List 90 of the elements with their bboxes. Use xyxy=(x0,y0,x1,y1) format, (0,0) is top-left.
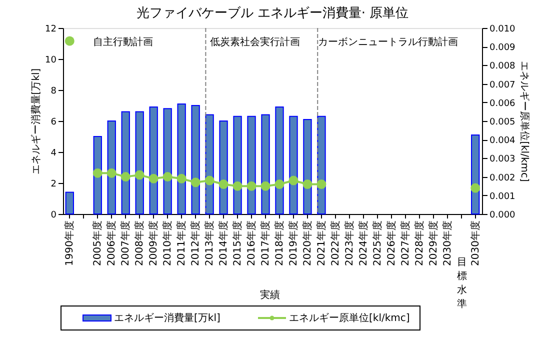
point xyxy=(106,168,116,178)
annotation: カーボンニュートラル行動計画 xyxy=(318,36,458,48)
bar xyxy=(65,192,74,214)
x-tick-label: 2021年度 xyxy=(315,220,328,266)
x-tick-label: 1990年度 xyxy=(64,220,76,266)
bar xyxy=(247,116,256,214)
x-tick-label: 2015年度 xyxy=(232,220,244,266)
x-tick-label: 2011年度 xyxy=(176,220,188,266)
x-tick-label: 2005年度 xyxy=(92,220,104,266)
chart-title: 光ファイバケーブル エネルギー消費量· 原単位 xyxy=(136,6,409,21)
text: 実績 xyxy=(260,289,280,301)
x-tick-label: 2025年度 xyxy=(371,220,384,266)
y2-tick-label: 0.006 xyxy=(490,98,516,109)
y2-tick-label: 0.010 xyxy=(490,24,516,34)
bar xyxy=(177,103,186,214)
y2-tick-label: 0.005 xyxy=(490,118,516,128)
x-tick-label: 2026年度 xyxy=(385,220,398,266)
y2-axis-title: エネルギー原単位[kl/kmc] xyxy=(518,61,530,182)
y2-tick-label: 0.001 xyxy=(490,192,516,202)
annotation: 自主行動計画 xyxy=(93,36,153,48)
bar xyxy=(149,106,158,214)
point xyxy=(316,180,326,189)
x-tick-label: 2012年度 xyxy=(190,220,202,266)
x-tick-label: 2010年度 xyxy=(162,220,174,266)
bar xyxy=(261,114,270,214)
point xyxy=(64,36,74,46)
x-tick-label: 2030年度 xyxy=(441,220,454,266)
y2-tick-label: 0.009 xyxy=(490,43,516,54)
x-tick-label: 2019年度 xyxy=(287,220,300,266)
point xyxy=(274,180,284,189)
x-tick-label: 2023年度 xyxy=(343,220,356,266)
y2-tick-label: 0.002 xyxy=(490,173,516,184)
y2-tick-label: 0.004 xyxy=(490,136,516,146)
x-tick-label: 2027年度 xyxy=(399,220,412,266)
y-tick-label: 2 xyxy=(50,180,56,190)
point xyxy=(232,181,242,191)
bar xyxy=(107,120,116,214)
x-tick-label: 2009年度 xyxy=(148,220,160,266)
y2-tick-label: 0.007 xyxy=(490,80,516,90)
bar xyxy=(219,120,228,214)
x-tick-label: 2020年度 xyxy=(301,220,314,266)
x-tick-label: 2029年度 xyxy=(427,220,440,266)
x-tick-label: 2014年度 xyxy=(218,220,230,266)
bar xyxy=(289,116,298,214)
legend-label: エネルギー消費量[万kl] xyxy=(114,312,220,324)
bar xyxy=(275,106,284,214)
y-tick-label: 0 xyxy=(50,210,57,220)
point xyxy=(120,172,130,182)
text: 目標水準 xyxy=(457,257,467,310)
point xyxy=(92,168,102,178)
point xyxy=(246,181,256,191)
point xyxy=(176,174,186,184)
x-tick-label: 2007年度 xyxy=(120,220,132,266)
x-tick-label: 2018年度 xyxy=(273,220,286,266)
x-tick-label: 2022年度 xyxy=(329,220,342,266)
point xyxy=(288,176,298,186)
y2-tick-label: 0.008 xyxy=(490,62,516,72)
y-tick-label: 12 xyxy=(45,24,56,34)
y2-tick-label: 0.000 xyxy=(490,210,516,220)
y2-tick-label: 0.003 xyxy=(490,154,516,165)
y-axis-title: エネルギー消費量[万kl] xyxy=(30,68,42,175)
x-tick-label: 2013年度 xyxy=(204,220,216,266)
point xyxy=(134,170,144,180)
x-tick-label: 2024年度 xyxy=(357,220,370,266)
bar xyxy=(163,108,172,214)
y-tick-label: 6 xyxy=(50,118,57,128)
point xyxy=(204,176,214,186)
bar xyxy=(303,118,312,214)
bar xyxy=(191,105,200,214)
y-tick-label: 4 xyxy=(50,148,57,158)
legend-label: エネルギー原単位[kl/kmc] xyxy=(289,312,410,324)
point xyxy=(218,180,228,189)
bar xyxy=(135,111,144,214)
y-tick-label: 8 xyxy=(50,86,57,96)
point xyxy=(190,178,200,188)
annotation: 低炭素社会実行計画 xyxy=(210,36,300,48)
x-tick-label: 2017年度 xyxy=(260,220,272,266)
bar xyxy=(233,116,242,214)
x-tick-label: 2030年度 xyxy=(469,220,482,266)
point xyxy=(470,183,480,193)
x-tick-label: 2008年度 xyxy=(134,220,146,266)
point xyxy=(148,174,158,184)
x-tick-label: 2016年度 xyxy=(246,220,258,266)
point xyxy=(162,172,172,182)
y-tick-label: 10 xyxy=(45,56,57,66)
x-tick-label: 2028年度 xyxy=(413,220,426,266)
point xyxy=(302,180,312,189)
x-tick-label: 2006年度 xyxy=(106,220,118,266)
bar xyxy=(121,111,130,214)
point xyxy=(260,181,270,191)
